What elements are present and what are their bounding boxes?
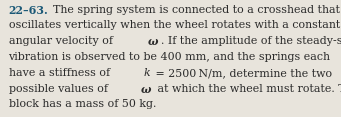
Text: . If the amplitude of the steady-state: . If the amplitude of the steady-state [161,36,341,46]
Text: The spring system is connected to a crosshead that: The spring system is connected to a cros… [53,5,340,15]
Text: block has a mass of 50 kg.: block has a mass of 50 kg. [9,99,156,109]
Text: oscillates vertically when the wheel rotates with a constant: oscillates vertically when the wheel rot… [9,20,340,30]
Text: angular velocity of: angular velocity of [9,36,116,46]
Text: k: k [144,68,150,78]
Text: 22–63.: 22–63. [9,5,48,16]
Text: vibration is observed to be 400 mm, and the springs each: vibration is observed to be 400 mm, and … [9,52,330,62]
Text: at which the wheel must rotate. The: at which the wheel must rotate. The [154,84,341,94]
Text: = 2500 N/m, determine the two: = 2500 N/m, determine the two [152,68,332,78]
Text: ω: ω [141,84,151,95]
Text: ω: ω [147,36,158,47]
Text: possible values of: possible values of [9,84,111,94]
Text: have a stiffness of: have a stiffness of [9,68,113,78]
